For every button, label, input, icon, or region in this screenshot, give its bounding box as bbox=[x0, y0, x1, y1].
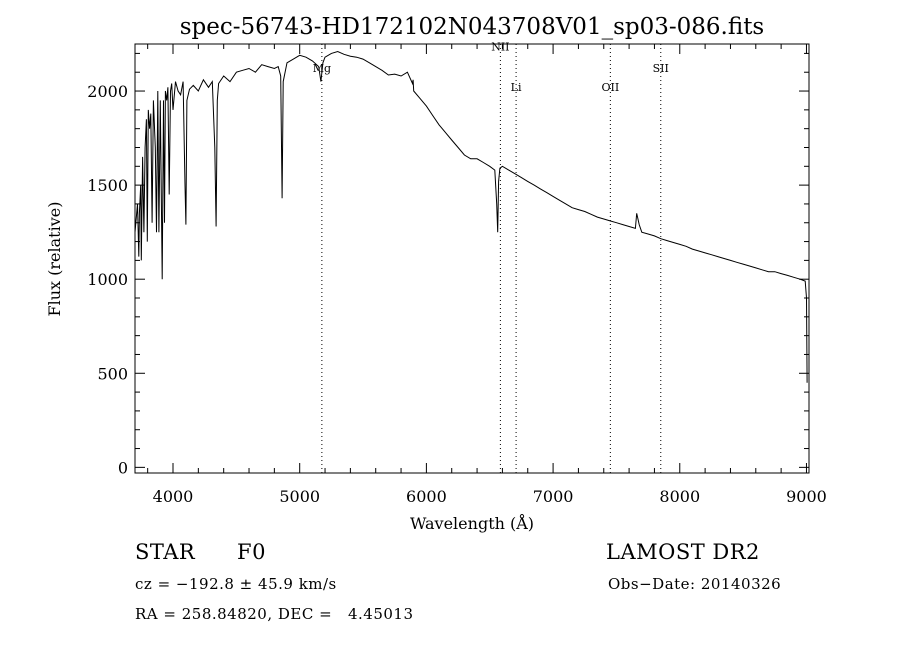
y-tick-label: 1500 bbox=[87, 176, 128, 195]
obs-date-line: Obs−Date: 20140326 bbox=[608, 575, 782, 593]
line-marker-label: Li bbox=[511, 81, 522, 94]
object-type: STAR bbox=[135, 540, 196, 564]
x-tick-label: 4000 bbox=[153, 487, 194, 506]
line-marker-label: NII bbox=[491, 41, 509, 54]
y-tick-label: 0 bbox=[118, 458, 128, 477]
coordinates-line: RA = 258.84820, DEC = 4.45013 bbox=[135, 605, 414, 623]
x-tick-label: 9000 bbox=[786, 487, 827, 506]
x-tick-label: 8000 bbox=[659, 487, 700, 506]
survey-name: LAMOST DR2 bbox=[606, 540, 760, 564]
y-tick-label: 500 bbox=[97, 364, 128, 383]
chart-title: spec-56743-HD172102N043708V01_sp03-086.f… bbox=[180, 14, 765, 40]
y-tick-label: 1000 bbox=[87, 270, 128, 289]
y-tick-label: 2000 bbox=[87, 82, 128, 101]
y-axis-label: Flux (relative) bbox=[45, 202, 64, 317]
x-tick-label: 6000 bbox=[406, 487, 447, 506]
x-axis-label: Wavelength (Å) bbox=[410, 513, 534, 533]
plot-frame bbox=[134, 43, 810, 474]
spectral-subclass: F0 bbox=[237, 540, 266, 564]
redshift-line: cz = −192.8 ± 45.9 km/s bbox=[135, 575, 337, 593]
x-tick-label: 5000 bbox=[279, 487, 320, 506]
axis-ticks: 4000 5000 6000 7000 8000 9000 0 500 1000 1500 2000 bbox=[87, 44, 827, 506]
line-marker-label: SII bbox=[653, 62, 669, 75]
x-tick-label: 7000 bbox=[533, 487, 574, 506]
spectrum-line bbox=[134, 50, 808, 383]
line-marker-label: OII bbox=[601, 81, 619, 94]
